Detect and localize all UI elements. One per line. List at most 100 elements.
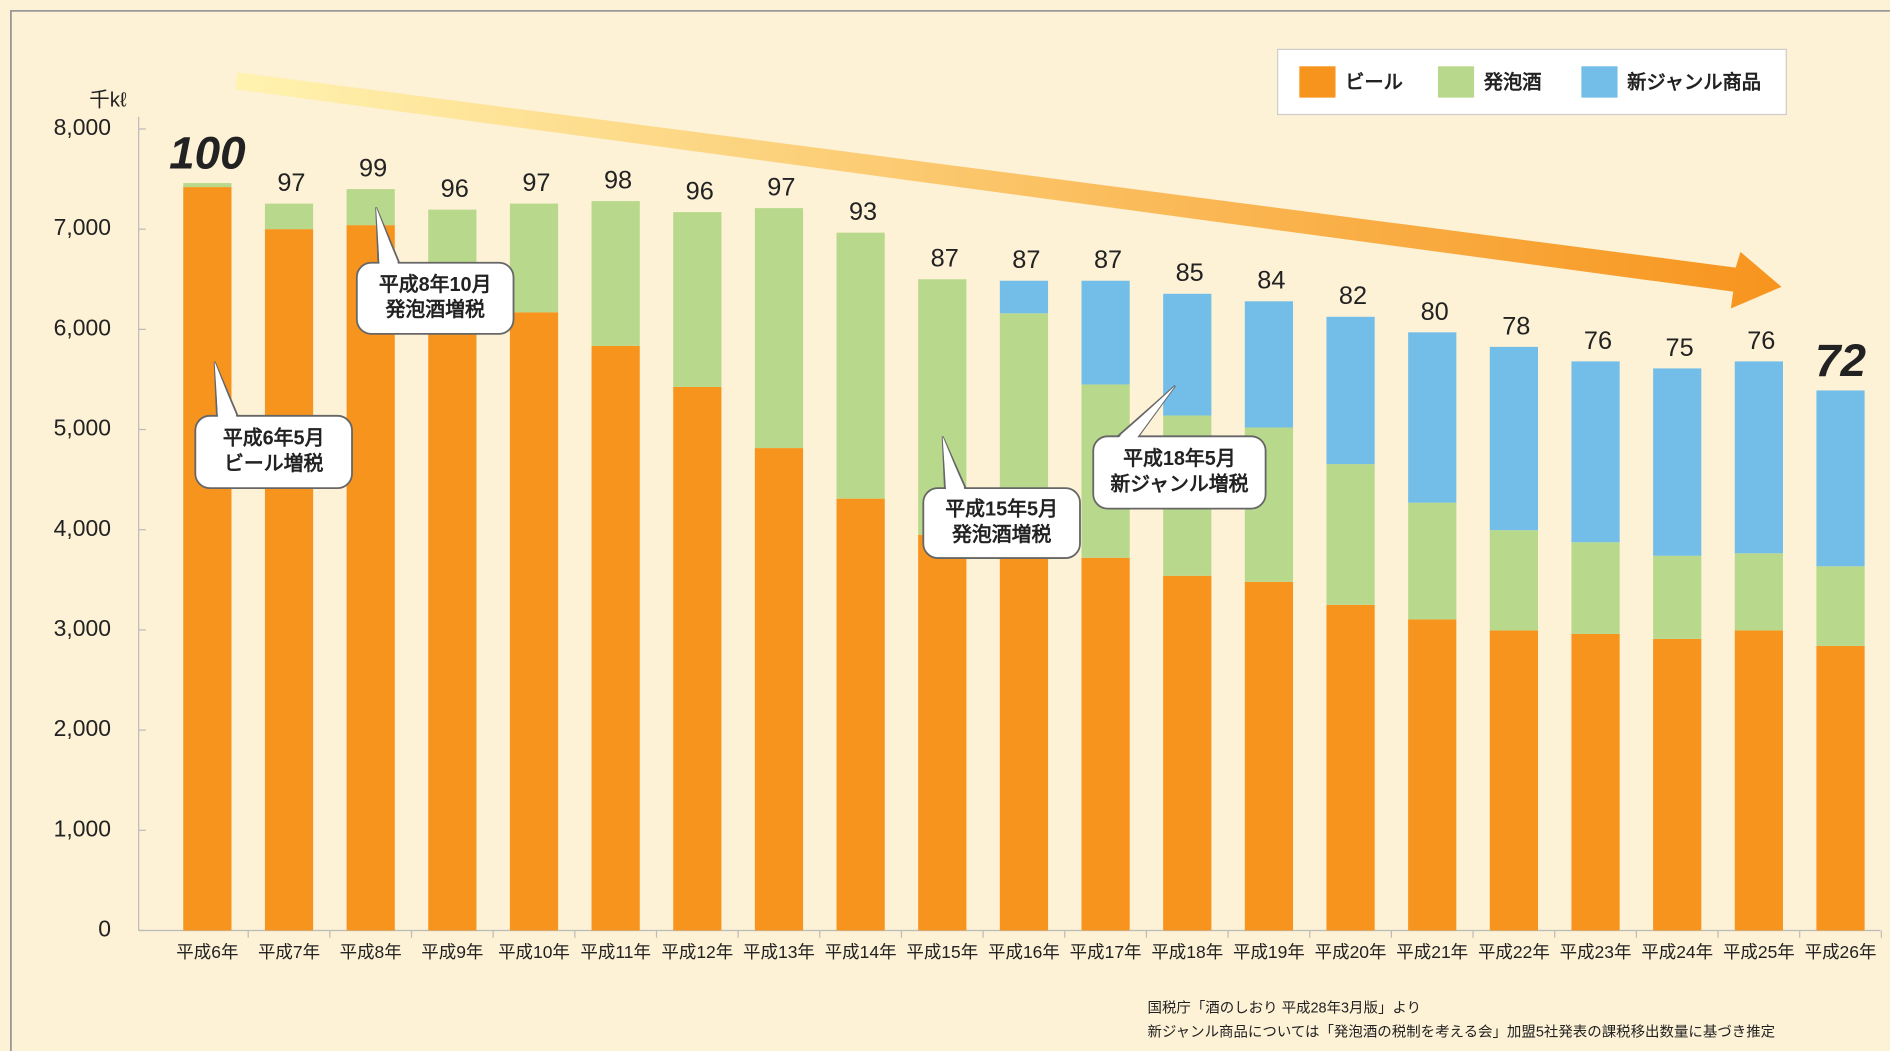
callout-text: 平成6年5月: [223, 427, 325, 450]
index-label: 93: [849, 198, 877, 226]
bar-segment: [754, 208, 804, 449]
callout-text: 発泡酒増税: [384, 298, 485, 321]
index-label: 87: [1094, 246, 1122, 274]
bar-segment: [264, 203, 314, 230]
x-tick-label: 平成10年: [498, 942, 570, 962]
x-tick-label: 平成24年: [1641, 942, 1713, 962]
bar-segment: [1408, 619, 1457, 931]
frame: [10, 9, 1890, 1051]
legend-label: 発泡酒: [1483, 70, 1542, 93]
index-label: 76: [1747, 327, 1775, 355]
bar-segment: [428, 299, 477, 931]
callout-text: 平成18年5月: [1123, 447, 1236, 470]
legend-label: 新ジャンル商品: [1627, 70, 1761, 93]
x-tick-label: 平成19年: [1233, 942, 1305, 962]
x-tick-label: 平成9年: [421, 942, 483, 962]
x-tick-label: 平成7年: [258, 942, 320, 962]
legend-label: ビール: [1345, 71, 1403, 93]
bar-segment: [836, 498, 885, 931]
x-tick-label: 平成26年: [1805, 942, 1877, 962]
bar-segment: [1326, 464, 1375, 605]
bar-segment: [999, 549, 1049, 931]
index-label: 97: [522, 169, 550, 197]
x-tick-label: 平成23年: [1560, 942, 1632, 962]
source-note: 国税庁「酒のしおり 平成28年3月版」より: [1147, 1000, 1421, 1017]
x-tick-label: 平成17年: [1070, 942, 1142, 962]
bar-segment: [1816, 390, 1865, 567]
bar-segment: [1653, 368, 1702, 556]
bar-segment: [836, 232, 885, 499]
index-label: 82: [1339, 282, 1367, 310]
y-tick-label: 3,000: [54, 615, 111, 641]
bar-segment: [1489, 530, 1538, 631]
bar-segment: [1734, 361, 1783, 554]
bar-segment: [1326, 316, 1375, 465]
x-tick-label: 平成8年: [340, 942, 402, 962]
x-tick-label: 平成16年: [988, 942, 1060, 962]
trend-arrow: [235, 72, 1782, 309]
y-tick-label: 0: [98, 916, 111, 942]
bar-segment: [999, 280, 1049, 314]
x-tick-label: 平成20年: [1315, 942, 1387, 962]
callout-box: [1092, 435, 1267, 510]
bar-segment: [1244, 581, 1294, 931]
y-tick-label: 6,000: [54, 314, 111, 340]
x-tick-label: 平成13年: [743, 942, 815, 962]
bar-segment: [591, 201, 640, 346]
x-tick-label: 平成6年: [176, 942, 238, 962]
bar-segment: [1081, 280, 1130, 385]
y-tick-label: 2,000: [54, 715, 111, 741]
index-label: 97: [767, 174, 795, 202]
index-label: 87: [1012, 246, 1040, 274]
bar-segment: [1653, 638, 1702, 931]
index-label: 75: [1666, 334, 1694, 362]
index-label: 87: [931, 245, 959, 273]
callout-pointer: [1114, 385, 1176, 440]
callout-text: 平成8年10月: [379, 273, 492, 296]
callout-text: 新ジャンル増税: [1110, 472, 1248, 495]
bar-segment: [264, 229, 314, 931]
callout-box: [355, 261, 515, 335]
bar-segment: [673, 386, 722, 931]
bar-segment: [1081, 557, 1130, 931]
bar-segment: [1489, 346, 1538, 531]
index-label: 99: [359, 154, 387, 182]
x-tick-label: 平成15年: [906, 942, 978, 962]
index-label: 97: [277, 169, 305, 197]
x-tick-label: 平成25年: [1723, 942, 1795, 962]
legend-box: [1277, 48, 1787, 116]
bar-segment: [591, 345, 640, 931]
callout-box: [194, 414, 353, 490]
bar-segment: [1571, 542, 1620, 634]
y-tick-label: 8,000: [54, 114, 111, 140]
bar-segment: [1653, 555, 1702, 639]
bar-segment: [1408, 332, 1457, 503]
index-label: 96: [686, 178, 714, 206]
callout-text: ビール増税: [224, 452, 324, 475]
bar-segment: [183, 183, 232, 188]
index-label: 100: [169, 128, 246, 179]
bar-segment: [1489, 630, 1538, 931]
index-label: 84: [1257, 267, 1285, 295]
callout-box: [922, 487, 1081, 559]
index-label: 80: [1421, 298, 1449, 326]
bar-segment: [509, 203, 559, 313]
bar-segment: [1244, 301, 1294, 428]
callout-cover: [214, 361, 238, 420]
y-tick-label: 5,000: [54, 415, 111, 441]
bar-segment: [1163, 575, 1212, 931]
legend-swatch: [1299, 66, 1336, 98]
x-tick-label: 平成22年: [1478, 942, 1550, 962]
source-note: 新ジャンル商品については「発泡酒の税制を考える会」加盟5社発表の課税移出数量に基…: [1147, 1024, 1775, 1041]
bar-segment: [918, 534, 967, 931]
index-label: 76: [1584, 327, 1612, 355]
x-tick-label: 平成11年: [580, 942, 651, 962]
x-tick-label: 平成14年: [825, 942, 897, 962]
index-label: 85: [1176, 259, 1204, 287]
bar-segment: [1816, 645, 1865, 931]
bar-segment: [1734, 553, 1783, 631]
x-tick-label: 平成12年: [661, 942, 733, 962]
index-label: 72: [1815, 335, 1866, 386]
x-tick-label: 平成18年: [1151, 942, 1223, 962]
